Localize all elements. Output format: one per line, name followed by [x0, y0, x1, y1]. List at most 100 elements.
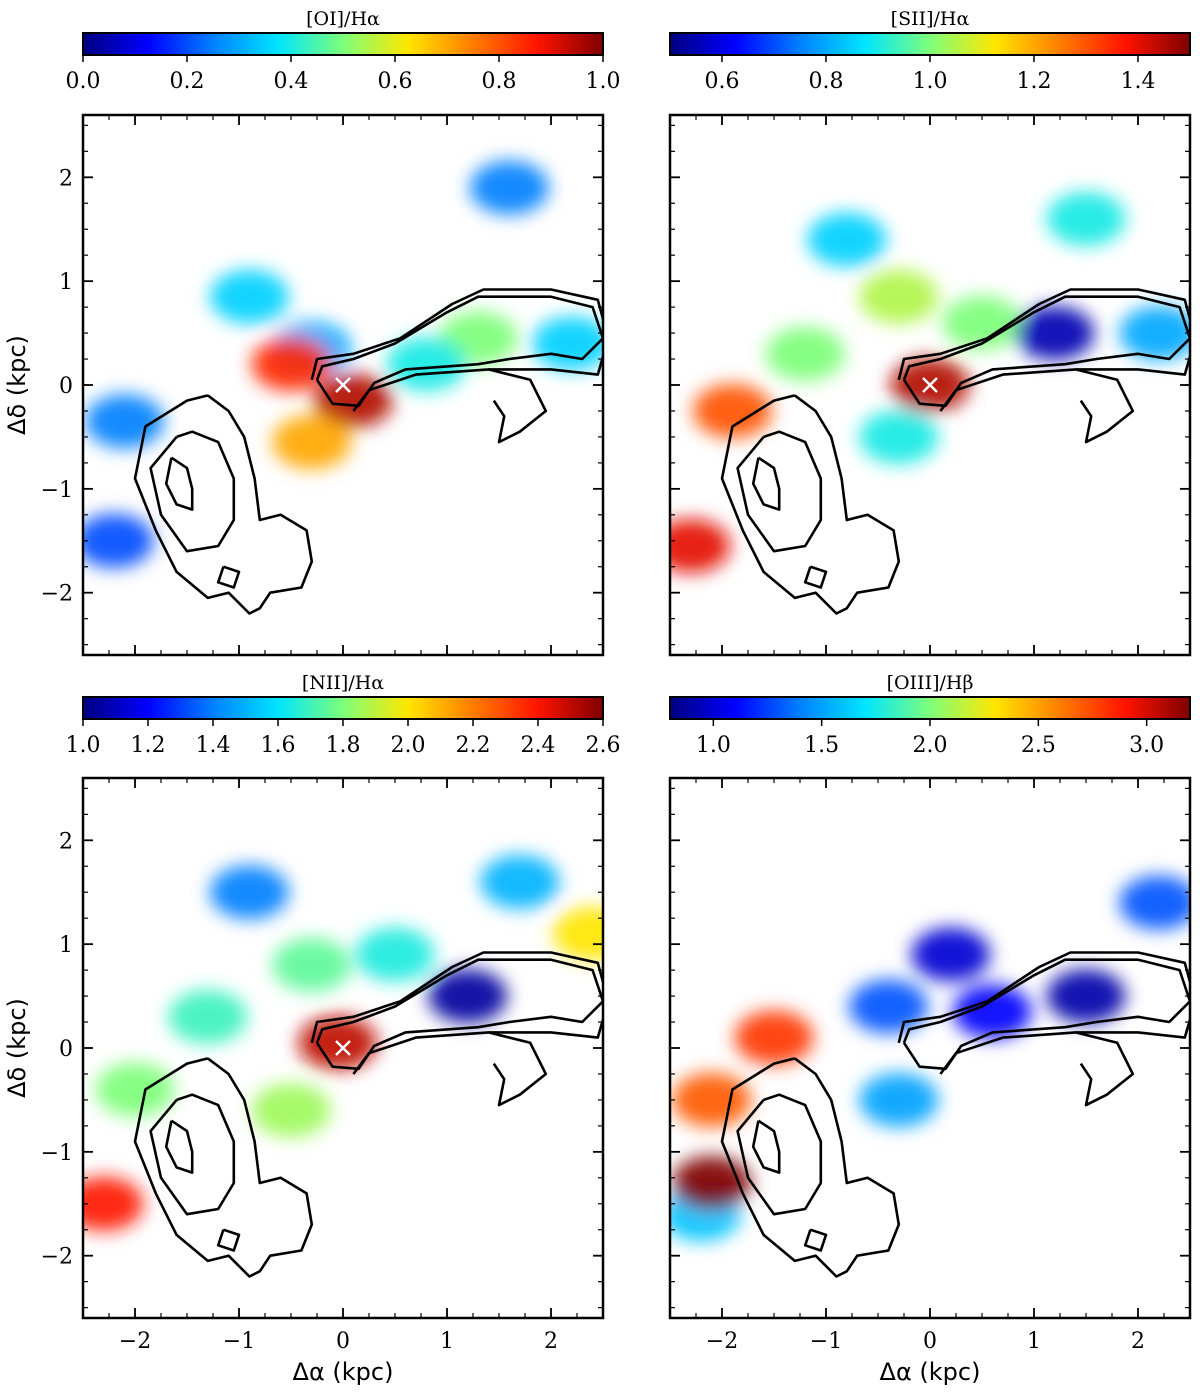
colorbar-tick-label: 0.0: [66, 69, 101, 94]
contour-line: [216, 1228, 241, 1252]
colorbar: [OI]/Hα 0.0 0.2 0.4 0.6 0.8 1.0: [66, 8, 621, 94]
ratio-region: [313, 373, 393, 428]
x-axis-label: Δα (kpc): [293, 1358, 394, 1386]
x-tick-label: 0: [336, 1329, 350, 1354]
x-tick-label: −1: [810, 1329, 842, 1354]
colorbar-tick-label: 2.0: [913, 733, 948, 758]
x-tick-label: −2: [119, 1329, 151, 1354]
ratio-region: [428, 969, 508, 1024]
colorbar: [OIII]/Hβ 1.0 1.5 2.0 2.5 3.0: [669, 672, 1191, 758]
contour-line: [751, 456, 781, 511]
ratio-region: [859, 1072, 939, 1127]
colorbar-tick-label: 1.6: [261, 733, 296, 758]
ratio-region: [553, 906, 603, 961]
ratio-region: [209, 269, 289, 324]
ratio-region: [480, 854, 560, 909]
nucleus-marker: [335, 377, 351, 393]
contour-line: [720, 394, 901, 615]
colorbar-tick-label: 1.2: [1017, 69, 1052, 94]
ratio-region: [95, 1062, 175, 1117]
ratio-region: [209, 865, 289, 920]
colorbar-tick-label: 2.0: [391, 733, 426, 758]
ratio-region: [1015, 306, 1095, 361]
colorbar-tick-label: 0.2: [170, 69, 205, 94]
x-tick-label: −2: [706, 1329, 738, 1354]
contours: [133, 951, 603, 1278]
colorbar-tick-label: 1.0: [586, 69, 621, 94]
ratio-region: [807, 212, 887, 267]
colorbar-label: [OI]/Hα: [306, 8, 380, 30]
y-axis-label: Δδ (kpc): [3, 335, 31, 435]
colorbar-tick-label: 2.4: [521, 733, 556, 758]
colorbar-tick-label: 2.2: [456, 733, 491, 758]
x-tick-label: 2: [1131, 1329, 1145, 1354]
y-tick-label: −2: [41, 582, 73, 607]
contour-line: [164, 1119, 194, 1174]
ratio-region: [1119, 875, 1190, 930]
colorbar-tick-label: 1.8: [326, 733, 361, 758]
colorbar-gradient: [669, 32, 1191, 56]
contours: [720, 951, 1190, 1278]
colorbar-tick-label: 0.4: [274, 69, 309, 94]
colorbar-tick-label: 1.4: [196, 733, 231, 758]
contour-line: [902, 295, 1190, 408]
contours: [133, 288, 603, 615]
colorbar-tick-label: 0.6: [705, 69, 740, 94]
ratio-map: [670, 875, 1190, 1242]
contour-line: [897, 951, 1190, 1075]
colorbar-label: [OIII]/Hβ: [887, 672, 974, 694]
contour-line: [133, 394, 314, 615]
contour-line: [897, 288, 1190, 412]
contour-line: [149, 1093, 236, 1216]
y-tick-label: 0: [59, 1037, 73, 1062]
contour-line: [720, 1057, 901, 1278]
ratio-region: [272, 415, 352, 470]
x-tick-label: −1: [223, 1329, 255, 1354]
colorbar-tick-label: 0.8: [482, 69, 517, 94]
ratio-region: [734, 1010, 814, 1065]
x-tick-label: 2: [544, 1329, 558, 1354]
ratio-region: [911, 927, 991, 982]
ratio-region: [672, 1072, 752, 1127]
ratio-region: [692, 383, 772, 438]
y-tick-label: 1: [59, 270, 73, 295]
plot-area: [83, 115, 603, 655]
ratio-region: [1046, 969, 1126, 1024]
chart-panel-bottom-left: [NII]/Hα 1.0 1.2 1.4 1.6 1.8 2.0 2.2 2.4 2.6 −2 −1 0…: [3, 672, 621, 1386]
colorbar-tick-label: 1.2: [131, 733, 166, 758]
nucleus-marker: [922, 1040, 938, 1056]
colorbar-tick-label: 1.5: [804, 733, 839, 758]
colorbar-tick-label: 3.0: [1129, 733, 1164, 758]
contour-line: [133, 1057, 314, 1278]
ratio-region: [469, 160, 549, 215]
ratio-region: [765, 326, 845, 381]
axis-ticks: [669, 115, 1191, 655]
ratio-map: [83, 160, 603, 568]
ratio-region: [83, 1176, 144, 1231]
chart-panel-top-left: [OI]/Hα 0.0 0.2 0.4 0.6 0.8 1.0 −2 −1 0 1 2 Δδ (kpc): [3, 8, 621, 657]
contours: [720, 288, 1190, 615]
ratio-region: [672, 1156, 752, 1210]
contour-line: [310, 951, 603, 1075]
chart-panel-top-right: [SII]/Hα 0.6 0.8 1.0 1.2 1.4: [668, 8, 1192, 657]
contour-line: [736, 430, 823, 553]
ratio-region: [168, 989, 248, 1044]
ratio-region: [952, 984, 1032, 1039]
nucleus-marker: [335, 1040, 351, 1056]
ratio-region: [83, 513, 154, 568]
ratio-region: [1119, 306, 1190, 361]
y-tick-label: −1: [41, 1141, 73, 1166]
colorbar-gradient: [82, 32, 604, 56]
ratio-region: [272, 937, 352, 992]
contour-line: [1075, 368, 1135, 444]
ratio-region: [386, 337, 466, 392]
colorbar: [NII]/Hα 1.0 1.2 1.4 1.6 1.8 2.0 2.2 2.4 2.6: [66, 672, 621, 758]
ratio-region: [670, 518, 731, 573]
ratio-region: [355, 927, 435, 982]
y-tick-label: 0: [59, 374, 73, 399]
contour-line: [751, 1119, 781, 1174]
contour-line: [315, 958, 603, 1071]
y-axis-label: Δδ (kpc): [3, 998, 31, 1098]
